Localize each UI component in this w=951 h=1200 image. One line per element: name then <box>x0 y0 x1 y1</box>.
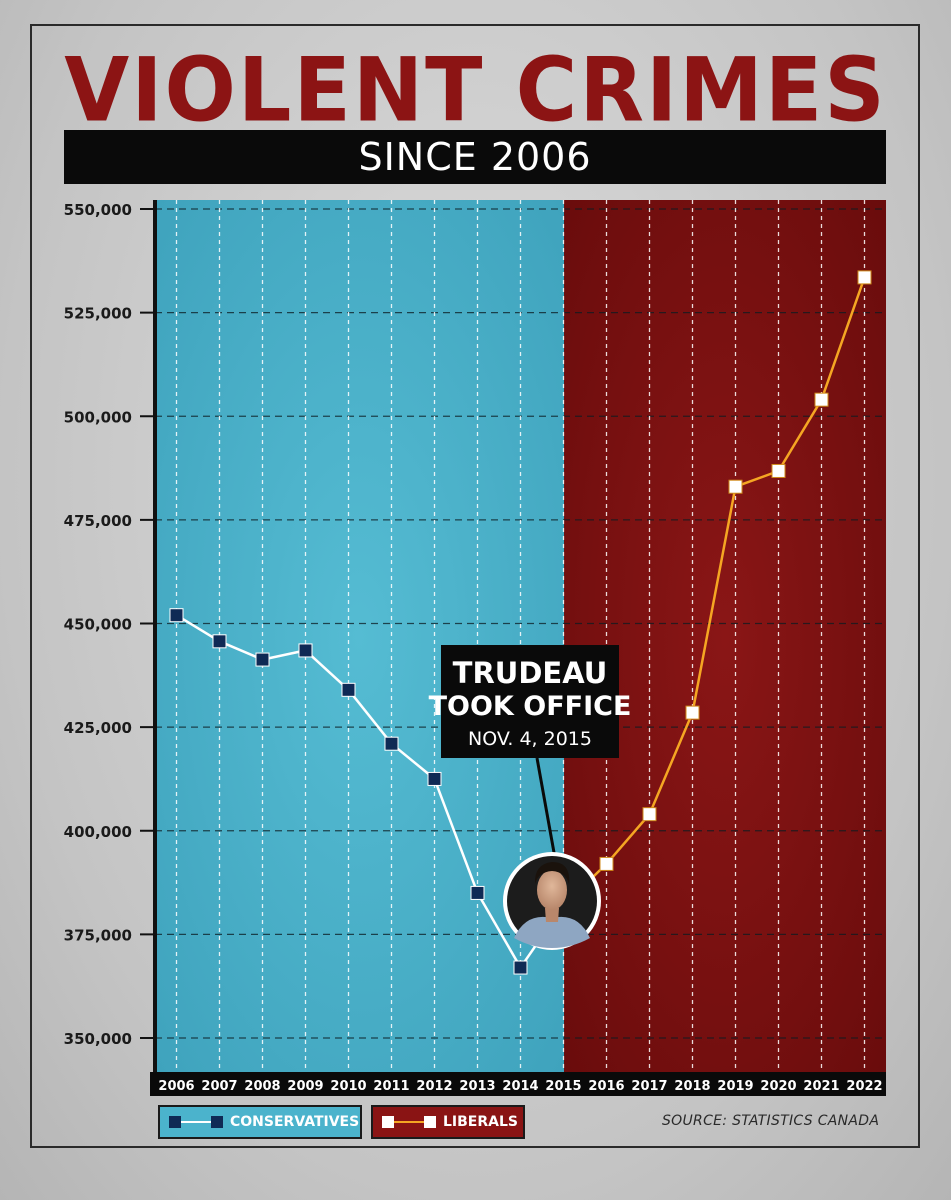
x-tick-label: 2013 <box>459 1079 495 1094</box>
annotation-line3: NOV. 4, 2015 <box>468 728 592 750</box>
y-tick-label: 500,000 <box>64 408 132 426</box>
liberals-point <box>642 807 657 822</box>
avatar-neck <box>545 908 559 922</box>
legend-liberals-swatch-icon <box>382 1116 436 1128</box>
legend-conservatives-swatch-icon <box>169 1116 223 1128</box>
liberals-line <box>562 276 866 907</box>
legend-liberals-label: LIBERALS <box>443 1114 518 1130</box>
liberals-point <box>857 270 872 285</box>
x-tick-label: 2008 <box>244 1079 280 1094</box>
conservatives-point <box>169 608 184 623</box>
liberals-background <box>564 200 886 1072</box>
x-tick-label: 2009 <box>287 1079 323 1094</box>
x-tick-label: 2006 <box>158 1079 194 1094</box>
x-tick-label: 2014 <box>502 1079 538 1094</box>
x-tick-label: 2015 <box>545 1079 581 1094</box>
avatar-hair <box>534 862 570 884</box>
legend-conservatives-label: CONSERVATIVES <box>230 1114 360 1130</box>
conservatives-point <box>427 771 442 786</box>
liberals-point <box>771 463 786 478</box>
page-title: VIOLENT CRIMES <box>64 38 887 142</box>
conservatives-point <box>255 652 270 667</box>
annotation-line1: TRUDEAU <box>453 656 608 690</box>
y-tick-label: 350,000 <box>64 1030 132 1048</box>
x-tick-label: 2017 <box>631 1079 667 1094</box>
conservatives-point <box>470 885 485 900</box>
y-tick-label: 375,000 <box>64 926 132 944</box>
avatar-shoulders <box>514 916 590 948</box>
x-axis-ticks: 2006 2007 2008 2009 2010 2011 2012 2013 2014 2015… <box>158 1079 882 1094</box>
conservatives-point <box>298 643 313 658</box>
legend-conservatives: CONSERVATIVES <box>158 1105 362 1139</box>
x-tick-label: 2019 <box>717 1079 753 1094</box>
conservatives-point <box>384 736 399 751</box>
y-tick-label: 475,000 <box>64 512 132 530</box>
liberals-point <box>599 856 614 871</box>
legend-liberals: LIBERALS <box>371 1105 525 1139</box>
x-tick-label: 2021 <box>803 1079 839 1094</box>
conservatives-point <box>212 634 227 649</box>
liberals-point <box>728 479 743 494</box>
x-tick-label: 2022 <box>846 1079 882 1094</box>
x-axis-bar <box>150 1072 886 1096</box>
annotation-box <box>441 645 619 758</box>
subtitle: SINCE 2006 <box>358 135 592 179</box>
liberals-point <box>814 392 829 407</box>
x-tick-label: 2011 <box>373 1079 409 1094</box>
avatar-face <box>537 870 567 910</box>
conservatives-point <box>341 682 356 697</box>
subtitle-bar: SINCE 2006 <box>64 130 886 184</box>
x-tick-label: 2018 <box>674 1079 710 1094</box>
x-tick-label: 2012 <box>416 1079 452 1094</box>
horizontal-gridlines <box>155 208 886 1039</box>
x-tick-label: 2007 <box>201 1079 237 1094</box>
conservatives-point <box>513 960 528 975</box>
y-tick-label: 400,000 <box>64 823 132 841</box>
liberals-point <box>685 705 700 720</box>
x-tick-label: 2010 <box>330 1079 366 1094</box>
y-axis-ticks: 350,000 375,000 400,000 425,000 450,000 475,0… <box>64 201 155 1048</box>
annotation-callout: TRUDEAU TOOK OFFICE NOV. 4, 2015 <box>429 645 632 758</box>
source-note: SOURCE: STATISTICS CANADA <box>662 1113 880 1129</box>
y-tick-label: 425,000 <box>64 719 132 737</box>
x-tick-label: 2016 <box>588 1079 624 1094</box>
y-tick-label: 525,000 <box>64 305 132 323</box>
y-tick-label: 450,000 <box>64 616 132 634</box>
vertical-gridlines <box>175 200 866 1072</box>
outer-frame <box>30 24 920 1148</box>
portrait-avatar <box>503 852 601 950</box>
x-tick-label: 2020 <box>760 1079 796 1094</box>
series-markers <box>169 270 872 975</box>
y-tick-label: 550,000 <box>64 201 132 219</box>
annotation-line2: TOOK OFFICE <box>429 691 632 722</box>
